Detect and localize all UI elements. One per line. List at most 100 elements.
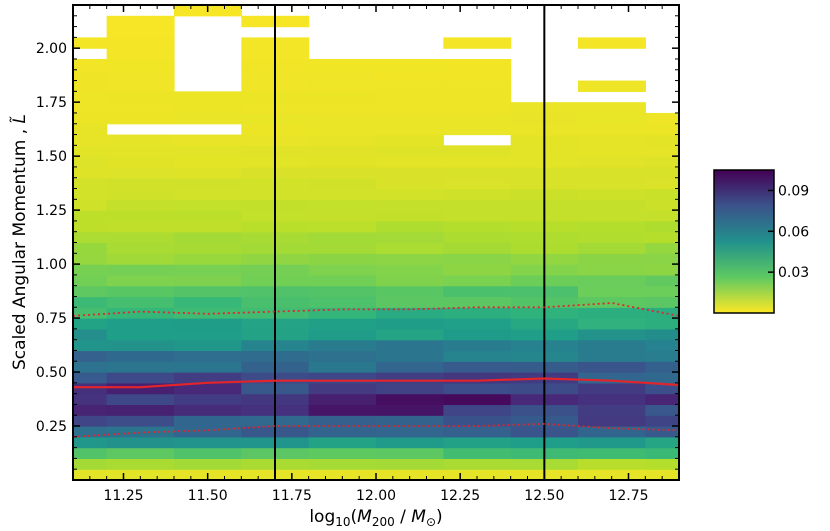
heatmap-cell [106, 415, 175, 427]
heatmap-cell [578, 177, 646, 190]
heatmap-cell [174, 318, 242, 330]
heatmap-cell [174, 404, 242, 416]
heatmap-cell [376, 447, 444, 460]
heatmap-cell [106, 188, 175, 200]
heatmap-cell [443, 264, 512, 276]
heatmap-cell [308, 350, 377, 362]
heatmap-cell [578, 404, 646, 416]
heatmap-cell [645, 156, 679, 168]
heatmap-cell [308, 469, 377, 480]
heatmap-cell [578, 220, 646, 233]
y-tick-label: 1.75 [36, 95, 67, 111]
heatmap-cell [73, 264, 108, 276]
heatmap-cell [578, 415, 646, 427]
heatmap-cell [106, 26, 175, 38]
heatmap-cell [174, 264, 242, 276]
heatmap-cell [73, 242, 108, 254]
heatmap-cell [106, 339, 175, 352]
heatmap-cell [443, 253, 512, 265]
heatmap-cell [73, 447, 108, 460]
heatmap-cell [308, 426, 377, 438]
heatmap-cell [308, 307, 377, 319]
heatmap-cell [174, 285, 242, 298]
heatmap-cell [443, 112, 512, 125]
x-tick-label: 12.25 [440, 488, 480, 504]
heatmap-cell [174, 393, 242, 406]
heatmap-cell [645, 339, 679, 352]
heatmap-cell [578, 134, 646, 146]
heatmap-cell [645, 404, 679, 416]
heatmap-cell [308, 188, 377, 200]
heatmap-cell [308, 199, 377, 211]
heatmap-cell [376, 361, 444, 373]
heatmap-cell [578, 102, 646, 114]
heatmap-cell [106, 404, 175, 416]
heatmap-cell [376, 469, 444, 480]
heatmap-cell [73, 458, 108, 470]
y-axis-label: Scaled Angular Momentum , L̃ [9, 114, 30, 370]
heatmap-cell [645, 220, 679, 233]
heatmap-cell [376, 404, 444, 416]
x-tick-label: 12.75 [608, 488, 648, 504]
heatmap-cell [106, 199, 175, 211]
heatmap-cell [645, 328, 679, 341]
heatmap-cell [443, 80, 512, 92]
heatmap-cell [174, 253, 242, 265]
heatmap-cell [645, 350, 679, 362]
heatmap-cell [645, 177, 679, 190]
heatmap-cell [376, 134, 444, 146]
heatmap-cell [73, 102, 108, 114]
heatmap-cell [106, 220, 175, 233]
heatmap-cell [376, 220, 444, 233]
heatmap-cell [106, 145, 175, 157]
heatmap-cell [308, 69, 377, 82]
heatmap-cell [106, 253, 175, 265]
heatmap-cell [443, 145, 512, 157]
heatmap-cell [174, 415, 242, 427]
heatmap-cell [443, 393, 512, 406]
heatmap-cell [578, 199, 646, 211]
heatmap-cell [106, 350, 175, 362]
heatmap-cell [106, 372, 175, 384]
heatmap-cell [174, 426, 242, 438]
heatmap-cell [106, 393, 175, 406]
heatmap-cell [578, 426, 646, 438]
y-axis-ticks: 0.25 0.50 0.75 1.00 1.25 1.50 1.75 2.00 [36, 15, 679, 470]
heatmap-cell [443, 69, 512, 82]
heatmap-cell [106, 242, 175, 254]
heatmap-cell [443, 102, 512, 114]
heatmap-cell [443, 37, 512, 49]
heatmap-cell [578, 307, 646, 319]
heatmap-cell [578, 112, 646, 125]
heatmap-cell [443, 91, 512, 103]
heatmap-cell [106, 156, 175, 168]
heatmap-cell [73, 253, 108, 265]
heatmap-cell [73, 80, 108, 92]
heatmap-cell [73, 91, 108, 103]
heatmap-cell [376, 210, 444, 222]
heatmap-cell [308, 393, 377, 406]
heatmap-cell [376, 426, 444, 438]
heatmap-cell [73, 339, 108, 352]
heatmap-cell [376, 274, 444, 287]
heatmap-cell [376, 80, 444, 92]
heatmap-cell [578, 166, 646, 179]
heatmap-cell [73, 177, 108, 190]
heatmap-cell [73, 145, 108, 157]
heatmap-cell [308, 220, 377, 233]
heatmap-cell [376, 264, 444, 276]
heatmap-cell [73, 307, 108, 319]
heatmap-cell [174, 112, 242, 125]
heatmap-cell [645, 210, 679, 222]
heatmap-cell [443, 274, 512, 287]
heatmap-cell [578, 274, 646, 287]
heatmap-cell [106, 69, 175, 82]
heatmap-cell [308, 112, 377, 125]
heatmap-cell [645, 274, 679, 287]
heatmap-cell [645, 123, 679, 136]
vertical-lines [274, 5, 546, 480]
heatmap-cell [308, 58, 377, 71]
heatmap-cell [578, 37, 646, 49]
heatmap-cell [443, 210, 512, 222]
